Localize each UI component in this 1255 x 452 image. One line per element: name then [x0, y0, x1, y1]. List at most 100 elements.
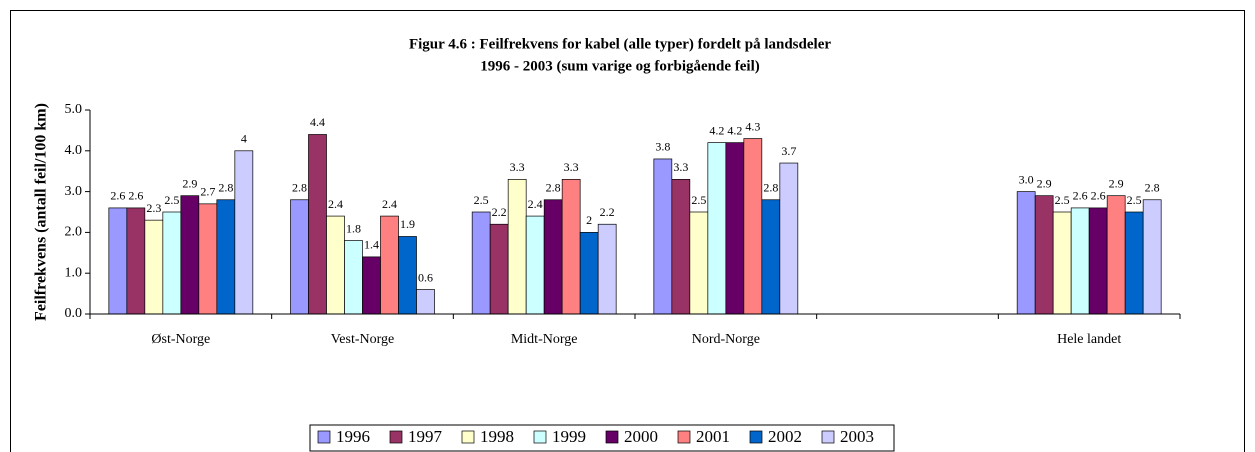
x-tick-label: Midt-Norge — [511, 332, 578, 347]
y-tick-label: 2.0 — [65, 225, 83, 240]
data-label: 4.2 — [727, 123, 742, 137]
bar — [126, 207, 146, 315]
bar — [707, 142, 727, 315]
legend-label: 2001 — [696, 427, 730, 446]
data-label: 2.4 — [328, 197, 343, 211]
data-label: 3.8 — [655, 140, 670, 154]
bar — [489, 223, 509, 315]
bar — [507, 179, 527, 315]
data-label: 2.8 — [218, 181, 233, 195]
y-axis-label: Feilfrekvens (antall feil/100 km) — [33, 103, 50, 321]
data-label: 1.9 — [400, 217, 415, 231]
bar — [144, 219, 164, 315]
bar — [326, 215, 345, 315]
data-label: 2.8 — [1145, 181, 1160, 195]
data-label: 4.3 — [745, 119, 760, 133]
legend-swatch — [461, 430, 475, 444]
bar — [162, 211, 182, 315]
data-label: 2 — [586, 213, 592, 227]
x-tick-label: Nord-Norge — [692, 332, 760, 347]
data-label: 2.5 — [474, 193, 489, 207]
data-label: 3.3 — [510, 160, 525, 174]
x-tick-label: Vest-Norge — [331, 332, 395, 347]
y-tick-label: 5.0 — [65, 102, 83, 117]
bar — [689, 211, 709, 315]
bar — [743, 138, 763, 315]
bar — [362, 256, 381, 315]
y-tick-label: 3.0 — [65, 184, 83, 199]
bar — [180, 195, 200, 315]
data-label: 2.2 — [600, 205, 615, 219]
x-tick-label: Øst-Norge — [151, 332, 210, 347]
legend-box — [309, 424, 895, 452]
bar — [1016, 191, 1036, 315]
bar — [1070, 207, 1090, 315]
y-tick-label: 0.0 — [65, 306, 83, 321]
data-label: 2.5 — [164, 193, 179, 207]
y-tick-label: 1.0 — [65, 265, 83, 280]
bar — [471, 211, 491, 315]
legend-label: 1999 — [552, 427, 586, 446]
bar — [290, 199, 309, 315]
data-label: 4.2 — [709, 123, 724, 137]
legend-swatch — [749, 430, 763, 444]
data-label: 3.3 — [673, 160, 688, 174]
bar — [525, 215, 545, 315]
bar — [216, 199, 236, 315]
legend-label: 2000 — [624, 427, 658, 446]
data-label: 2.4 — [528, 197, 543, 211]
data-label: 1.4 — [364, 238, 379, 252]
bar — [198, 203, 218, 315]
bar — [779, 162, 799, 315]
legend-swatch — [821, 430, 835, 444]
bar — [416, 289, 435, 315]
data-label: 3.7 — [781, 144, 796, 158]
bar — [597, 223, 617, 315]
bar — [398, 236, 417, 315]
data-label: 2.3 — [146, 201, 161, 215]
data-label: 0.6 — [418, 270, 433, 284]
y-tick-label: 4.0 — [65, 143, 83, 158]
legend-swatch — [389, 430, 403, 444]
legend-swatch — [677, 430, 691, 444]
bar — [725, 142, 745, 315]
bar — [380, 215, 399, 315]
data-label: 2.6 — [1091, 189, 1106, 203]
bar — [1142, 199, 1162, 315]
data-label: 2.6 — [110, 189, 125, 203]
data-label: 2.6 — [128, 189, 143, 203]
bar — [308, 134, 327, 315]
bar — [653, 158, 673, 315]
bar — [671, 179, 691, 315]
bar — [234, 150, 254, 315]
data-label: 2.9 — [1109, 176, 1124, 190]
bar — [1088, 207, 1108, 315]
legend-swatch — [605, 430, 619, 444]
data-label: 2.9 — [1037, 176, 1052, 190]
legend-swatch — [317, 430, 331, 444]
data-label: 3.3 — [564, 160, 579, 174]
bar — [543, 199, 563, 315]
bar — [579, 232, 599, 315]
bar — [1124, 211, 1144, 315]
bar — [1034, 195, 1054, 315]
data-label: 2.4 — [382, 197, 397, 211]
data-label: 4 — [241, 132, 247, 146]
data-label: 2.8 — [292, 181, 307, 195]
bar — [108, 207, 128, 315]
data-label: 2.2 — [492, 205, 507, 219]
data-label: 2.7 — [200, 185, 215, 199]
bar — [344, 240, 363, 315]
bar — [761, 199, 781, 315]
legend-label: 1998 — [480, 427, 514, 446]
data-label: 2.5 — [1127, 193, 1142, 207]
bar — [1106, 195, 1126, 315]
data-label: 2.9 — [182, 176, 197, 190]
legend-label: 1997 — [408, 427, 443, 446]
data-label: 1.8 — [346, 221, 361, 235]
data-label: 2.6 — [1073, 189, 1088, 203]
data-label: 3.0 — [1019, 172, 1034, 186]
x-tick-label: Hele landet — [1057, 332, 1121, 347]
bar — [561, 179, 581, 315]
